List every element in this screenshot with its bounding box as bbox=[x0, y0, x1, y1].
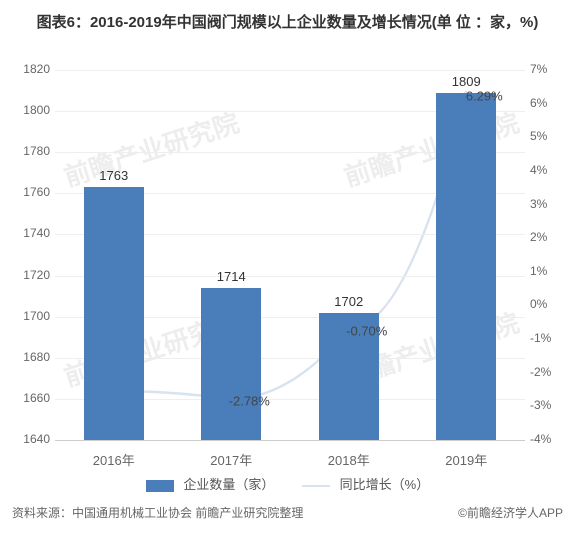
x-axis-label: 2018年 bbox=[328, 450, 370, 469]
chart-title: 图表6：2016-2019年中国阀门规模以上企业数量及增长情况(单 位 ：家，%… bbox=[0, 12, 575, 33]
y-left-tick: 1760 bbox=[15, 185, 50, 199]
y-left-tick: 1700 bbox=[15, 309, 50, 323]
y-left-tick: 1780 bbox=[15, 144, 50, 158]
y-right-tick: 7% bbox=[530, 62, 565, 76]
line-value-label: -0.70% bbox=[346, 324, 387, 339]
x-axis-label: 2017年 bbox=[210, 450, 252, 469]
bar-value-label: 1714 bbox=[217, 269, 246, 284]
line-value-label: -2.78% bbox=[229, 393, 270, 408]
y-left-tick: 1820 bbox=[15, 62, 50, 76]
y-left-tick: 1640 bbox=[15, 432, 50, 446]
y-right-tick: -2% bbox=[530, 365, 565, 379]
bar bbox=[201, 288, 261, 440]
y-left-tick: 1660 bbox=[15, 391, 50, 405]
y-right-tick: -3% bbox=[530, 398, 565, 412]
y-left-tick: 1800 bbox=[15, 103, 50, 117]
y-right-tick: 5% bbox=[530, 129, 565, 143]
bar bbox=[84, 187, 144, 440]
x-axis-line bbox=[55, 440, 525, 441]
legend-bar-label: 企业数量（家） bbox=[183, 477, 274, 492]
copyright-text: ©前瞻经济学人APP bbox=[458, 504, 563, 521]
growth-line bbox=[114, 94, 467, 399]
bar-value-label: 1702 bbox=[334, 294, 363, 309]
y-right-tick: 3% bbox=[530, 197, 565, 211]
bar bbox=[436, 93, 496, 440]
y-right-tick: 2% bbox=[530, 230, 565, 244]
y-right-tick: 4% bbox=[530, 163, 565, 177]
gridline bbox=[55, 70, 525, 71]
y-right-tick: 1% bbox=[530, 264, 565, 278]
y-right-tick: -4% bbox=[530, 432, 565, 446]
legend-line-label: 同比增长（%） bbox=[340, 477, 430, 492]
y-left-tick: 1740 bbox=[15, 226, 50, 240]
bar-value-label: 1809 bbox=[452, 74, 481, 89]
y-left-tick: 1720 bbox=[15, 268, 50, 282]
line-value-label: 6.29% bbox=[466, 88, 503, 103]
bar-value-label: 1763 bbox=[99, 168, 128, 183]
y-right-tick: 0% bbox=[530, 297, 565, 311]
legend-bar-swatch bbox=[146, 480, 174, 492]
x-axis-label: 2016年 bbox=[93, 450, 135, 469]
y-left-tick: 1680 bbox=[15, 350, 50, 364]
chart-container: 图表6：2016-2019年中国阀门规模以上企业数量及增长情况(单 位 ：家，%… bbox=[0, 0, 575, 533]
legend-line-swatch bbox=[302, 485, 330, 487]
y-right-tick: -1% bbox=[530, 331, 565, 345]
plot-area: 1640166016801700172017401760178018001820… bbox=[55, 70, 525, 440]
y-right-tick: 6% bbox=[530, 96, 565, 110]
source-text: 资料来源：中国通用机械工业协会 前瞻产业研究院整理 bbox=[12, 504, 303, 521]
legend: 企业数量（家） 同比增长（%） bbox=[0, 474, 575, 493]
x-axis-label: 2019年 bbox=[445, 450, 487, 469]
